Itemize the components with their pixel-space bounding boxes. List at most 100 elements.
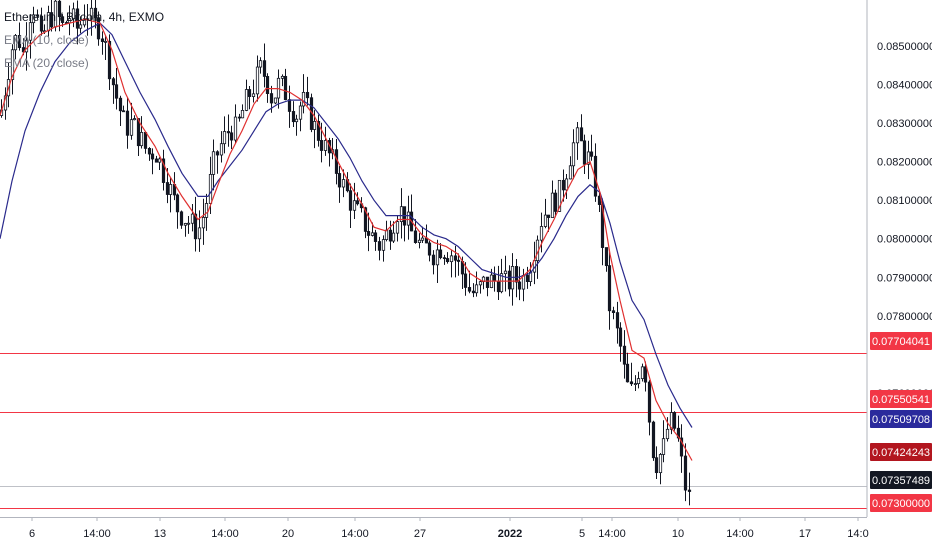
candle bbox=[57, 0, 62, 32]
candle bbox=[215, 150, 220, 174]
candle bbox=[193, 196, 198, 252]
candle bbox=[316, 114, 321, 147]
candle bbox=[521, 268, 526, 302]
price-badge-label: 0.07300000 bbox=[872, 498, 930, 510]
candle bbox=[294, 114, 299, 136]
price-badge[interactable]: 0.07704041 bbox=[870, 332, 932, 350]
candle bbox=[413, 219, 418, 244]
candle bbox=[337, 165, 342, 203]
candle bbox=[654, 446, 659, 479]
x-tick-label: 14:00 bbox=[726, 528, 754, 540]
candle bbox=[323, 126, 328, 156]
candle bbox=[197, 210, 202, 252]
candle bbox=[431, 250, 436, 275]
candle bbox=[456, 253, 461, 276]
candle bbox=[136, 118, 141, 157]
price-badge-label: 0.07509708 bbox=[872, 414, 930, 426]
x-tick-label: 5 bbox=[579, 528, 585, 540]
price-badge[interactable]: 0.07509708 bbox=[870, 410, 932, 428]
candle bbox=[514, 259, 519, 298]
candle bbox=[474, 271, 479, 297]
candle bbox=[157, 157, 162, 170]
candle bbox=[132, 115, 137, 121]
candle bbox=[651, 420, 656, 461]
candle bbox=[125, 97, 130, 149]
candle bbox=[71, 2, 76, 28]
candle bbox=[35, 9, 40, 20]
candle bbox=[226, 114, 231, 147]
candle bbox=[661, 420, 666, 463]
y-tick-label: 0.08500000 bbox=[877, 41, 932, 53]
candle bbox=[13, 33, 18, 60]
candle bbox=[636, 371, 641, 389]
candle bbox=[175, 193, 180, 229]
candle bbox=[589, 134, 594, 161]
candle bbox=[467, 270, 472, 294]
x-tick-label: 14:00 bbox=[211, 528, 239, 540]
candle bbox=[190, 203, 195, 232]
candle bbox=[643, 361, 648, 392]
y-tick-label: 0.08200000 bbox=[877, 157, 932, 169]
y-tick-label: 0.08100000 bbox=[877, 195, 932, 207]
y-tick-label: 0.07900000 bbox=[877, 272, 932, 284]
x-tick-label: 14:0 bbox=[847, 528, 868, 540]
candle bbox=[251, 79, 256, 103]
candle bbox=[28, 14, 33, 59]
price-badge[interactable]: 0.07357489 bbox=[870, 471, 932, 489]
candle bbox=[366, 212, 371, 252]
candle bbox=[258, 57, 263, 74]
candle bbox=[348, 183, 353, 229]
price-badge[interactable]: 0.07300000 bbox=[870, 494, 932, 512]
candle bbox=[532, 241, 537, 285]
candle bbox=[593, 143, 598, 202]
x-tick-label: 6 bbox=[29, 528, 35, 540]
candle bbox=[100, 31, 105, 55]
candle bbox=[607, 249, 612, 330]
candle bbox=[355, 192, 360, 206]
candle bbox=[211, 139, 216, 191]
candle bbox=[24, 22, 29, 71]
y-tick-label: 0.08000000 bbox=[877, 234, 932, 246]
y-tick-label: 0.08300000 bbox=[877, 118, 932, 130]
x-tick-label: 14:00 bbox=[83, 528, 111, 540]
candle bbox=[658, 452, 663, 485]
candle bbox=[424, 224, 429, 244]
price-badge[interactable]: 0.07424243 bbox=[870, 443, 932, 461]
candle bbox=[435, 239, 440, 283]
x-tick-label: 14:00 bbox=[341, 528, 369, 540]
ema-fast-legend[interactable]: EMA (10, close) bbox=[4, 33, 89, 47]
candle bbox=[229, 125, 234, 150]
chart-legend: Ethereum / Bitcoin, 4h, EXMO EMA (10, cl… bbox=[4, 6, 164, 75]
candle bbox=[93, 0, 98, 29]
candle bbox=[406, 195, 411, 240]
candle bbox=[579, 114, 584, 142]
candle bbox=[262, 43, 267, 88]
candle bbox=[640, 363, 645, 382]
candle bbox=[381, 235, 386, 262]
y-tick-label: 0.08400000 bbox=[877, 80, 932, 92]
candle bbox=[543, 198, 548, 229]
candle bbox=[179, 210, 184, 229]
candle bbox=[96, 11, 101, 46]
candle bbox=[427, 240, 432, 262]
price-axis-bg[interactable] bbox=[867, 0, 932, 517]
candle bbox=[168, 177, 173, 213]
x-tick-label: 14:00 bbox=[598, 528, 626, 540]
candle bbox=[629, 362, 634, 386]
price-badge-label: 0.07550541 bbox=[872, 394, 930, 406]
candle bbox=[3, 87, 8, 120]
symbol-title[interactable]: Ethereum / Bitcoin, 4h, EXMO bbox=[4, 10, 165, 24]
price-badge[interactable]: 0.07550541 bbox=[870, 390, 932, 408]
x-tick-label: 10 bbox=[672, 528, 684, 540]
ema-slow-legend[interactable]: EMA (20, close) bbox=[4, 56, 89, 70]
candle bbox=[478, 279, 483, 294]
time-axis-bg[interactable] bbox=[0, 517, 932, 550]
candle bbox=[255, 55, 260, 102]
x-tick-label: 20 bbox=[282, 528, 294, 540]
candle bbox=[438, 243, 443, 260]
candle bbox=[402, 206, 407, 242]
ema-slow-line bbox=[0, 22, 693, 428]
candle bbox=[550, 180, 555, 218]
candle bbox=[247, 85, 252, 110]
